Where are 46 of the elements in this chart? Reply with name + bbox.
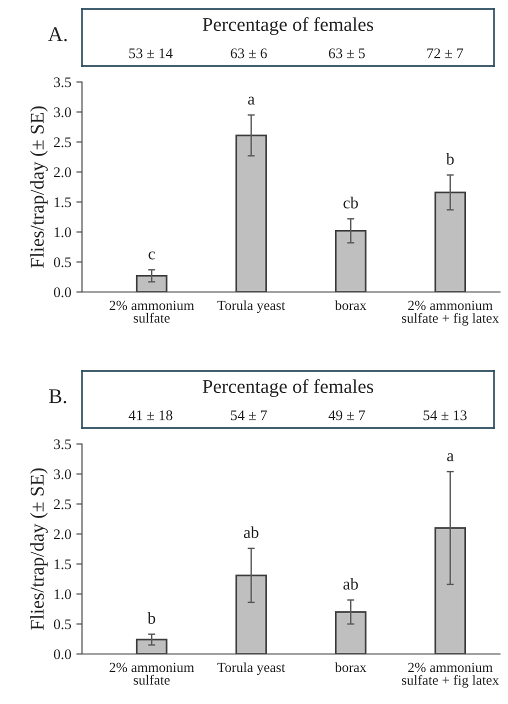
y-tick-label: 1.5 [54, 197, 72, 208]
x-tick-label: 2% ammonium sulfate [110, 300, 194, 323]
text: 54 ± 13 [424, 410, 467, 420]
text: Percentage of females [202, 379, 374, 398]
y-tick-label: 1.0 [54, 589, 72, 600]
y-tick-label: 3.0 [54, 469, 72, 480]
y-tick-label: 0.0 [54, 649, 72, 660]
y-tick-label: 2.5 [54, 137, 72, 148]
x-tick-label: borax [334, 662, 366, 672]
x-tick-label: Torula yeast [217, 300, 286, 313]
annotation: b [148, 612, 156, 624]
text: 63 ± 5 [328, 48, 365, 58]
y-tick-label: 3.0 [54, 107, 72, 118]
text: 41 ± 18 [128, 410, 172, 420]
x-tick-label: Torula yeast [217, 662, 286, 675]
text: 72 ± 7 [427, 48, 464, 58]
chart-title: A. [48, 27, 67, 42]
annotation: b [446, 152, 454, 165]
text: 54 ± 7 [231, 410, 267, 420]
text: 53 ± 14 [129, 48, 173, 58]
y-axis-title: Flies/trap/day (± SE) [30, 468, 48, 630]
y-tick-label: 2.0 [54, 529, 72, 540]
text: Percentage of females [202, 17, 374, 36]
x-tick-label: 2% ammonium sulfate [110, 662, 194, 685]
text: 63 ± 6 [230, 48, 267, 58]
y-axis-title: Flies/trap/day (± SE) [30, 106, 48, 268]
annotation: ab [343, 578, 358, 590]
y-tick-label: 0.5 [54, 619, 72, 630]
y-tick-label: 3.5 [54, 439, 72, 450]
x-tick-label: 2% ammonium sulfate + fig latex [402, 300, 499, 326]
x-tick-label: 2% ammonium sulfate + fig latex [402, 662, 499, 688]
y-tick-label: 3.5 [54, 77, 72, 88]
annotation: c [148, 251, 155, 260]
y-tick-label: 2.0 [54, 167, 72, 178]
text: 49 ± 7 [328, 410, 366, 420]
annotation: a [447, 453, 454, 462]
x-tick-label: borax [334, 300, 366, 310]
y-tick-label: 0.0 [54, 287, 72, 298]
annotation: a [248, 96, 255, 105]
y-tick-label: 2.5 [54, 499, 72, 510]
annotation: ab [244, 526, 258, 538]
y-tick-label: 1.0 [54, 227, 72, 238]
y-tick-label: 0.5 [54, 257, 72, 268]
chart-title: B. [49, 389, 66, 404]
y-tick-label: 1.5 [54, 559, 72, 570]
annotation: cb [343, 196, 358, 208]
